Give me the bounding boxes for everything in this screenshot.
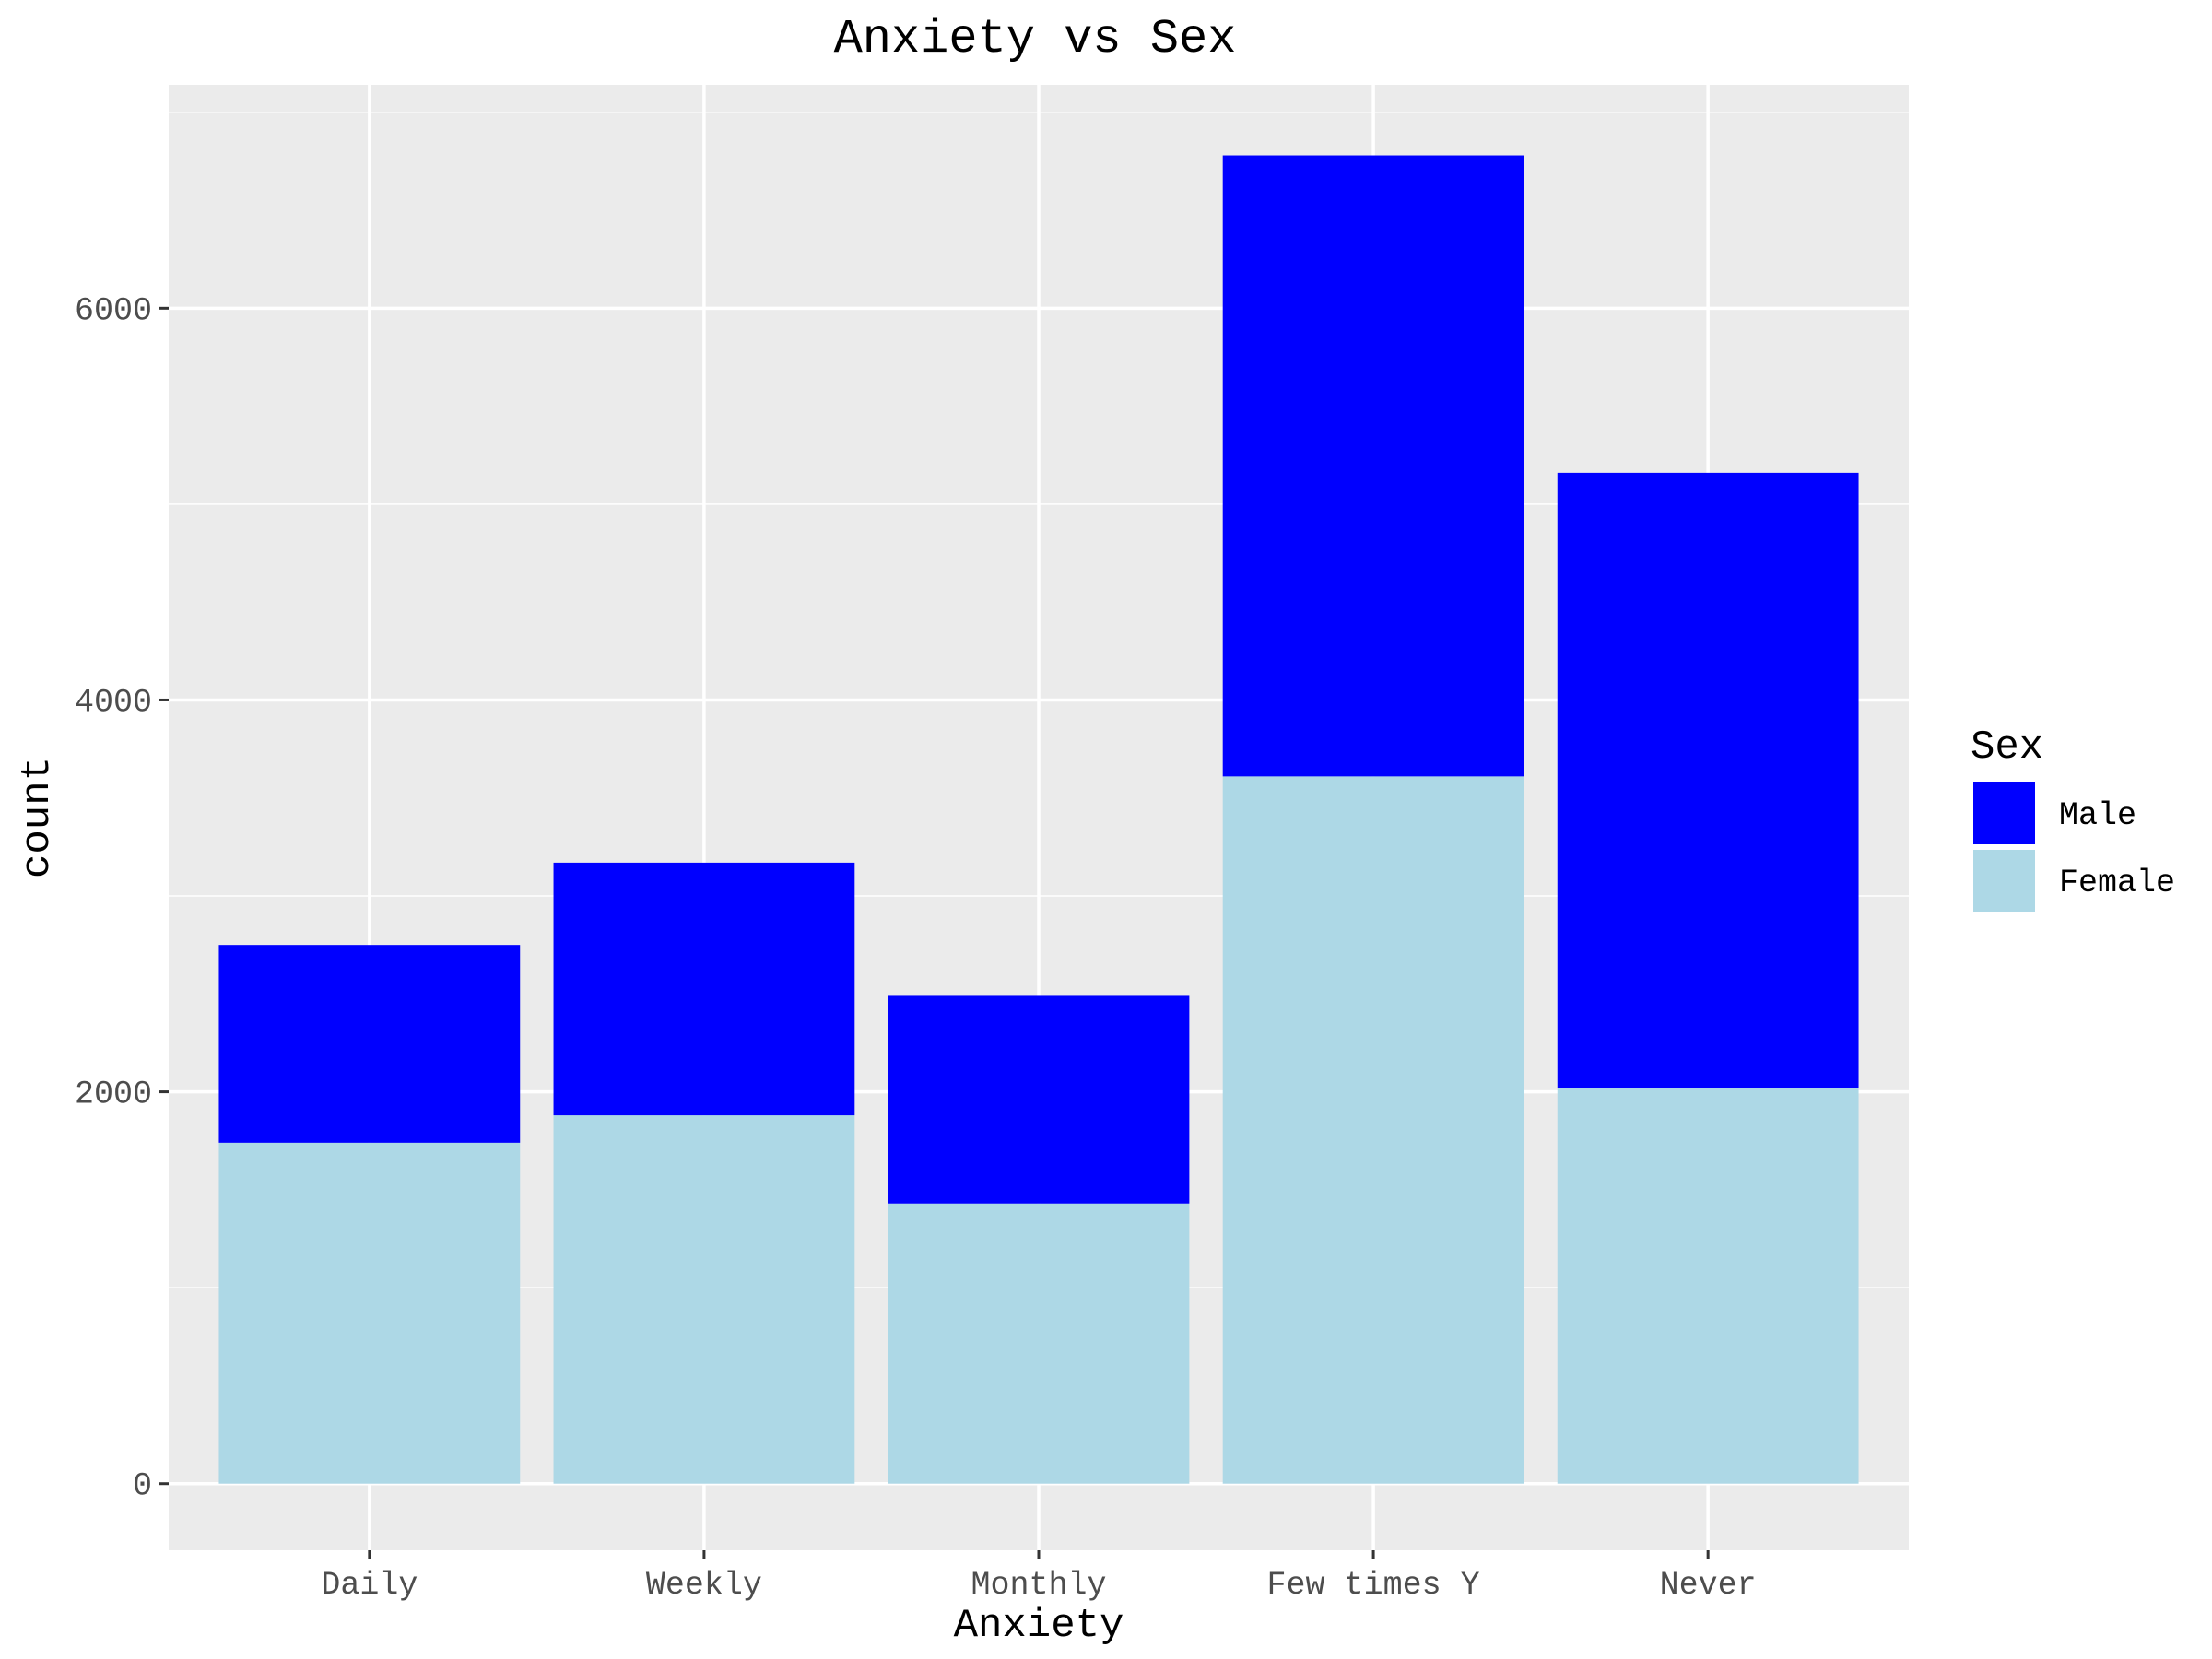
legend-title: Sex — [1971, 724, 2043, 771]
legend-label-male: Male — [2059, 797, 2136, 834]
chart-title: Anxiety vs Sex — [834, 12, 1237, 66]
legend-items: Male Female — [1971, 781, 2175, 913]
x-tick-label: Monthly — [971, 1567, 1106, 1604]
bar-female-daily — [218, 1142, 521, 1484]
bar-male-few-times-y — [1222, 155, 1524, 777]
x-tick-label: Few times Y — [1267, 1567, 1480, 1604]
bars — [218, 155, 1859, 1484]
legend: Sex Male Female — [1971, 724, 2175, 913]
x-tick-label: Weekly — [646, 1567, 762, 1604]
axes: 0 2000 4000 6000 Daily Weekly Monthly Few times… — [75, 292, 1757, 1604]
bar-male-never — [1557, 472, 1859, 1088]
x-tick-label: Never — [1660, 1567, 1757, 1604]
bar-male-monthly — [888, 995, 1190, 1204]
bar-male-weekly — [553, 862, 855, 1116]
y-axis-title: count — [15, 757, 61, 878]
bar-female-monthly — [888, 1203, 1190, 1484]
y-tick-label: 0 — [133, 1468, 152, 1505]
x-tick-label: Daily — [321, 1567, 418, 1604]
legend-swatch-female — [1971, 848, 2037, 913]
y-tick-label: 4000 — [75, 684, 152, 721]
bar-male-daily — [218, 945, 521, 1143]
bar-female-weekly — [553, 1115, 855, 1484]
bar-female-few-times-y — [1222, 776, 1524, 1484]
y-tick-label: 2000 — [75, 1077, 152, 1113]
legend-swatch-male — [1971, 781, 2037, 846]
x-axis-title: Anxiety — [954, 1603, 1124, 1649]
y-tick-label: 6000 — [75, 292, 152, 329]
bar-female-never — [1557, 1088, 1859, 1484]
legend-label-female: Female — [2059, 865, 2175, 901]
